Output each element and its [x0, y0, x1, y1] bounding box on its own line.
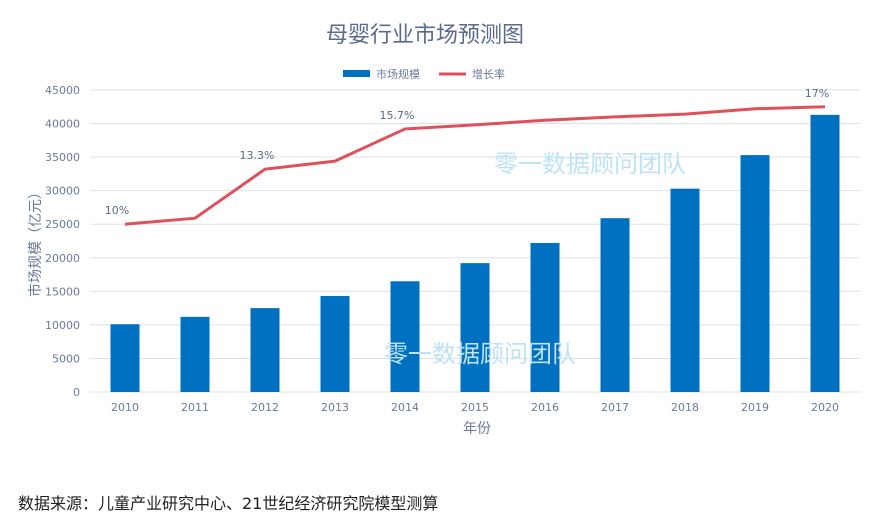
bar-2016: [530, 243, 560, 392]
x-tick-label: 2017: [601, 401, 629, 414]
x-tick-label: 2020: [811, 401, 839, 414]
chart: 母婴行业市场预测图 市场规模 增长率 0 5000 10000 15000 20000 2…: [27, 23, 860, 437]
x-tick-label: 2012: [251, 401, 279, 414]
y-tick-label: 10000: [45, 319, 80, 332]
bar-2010: [110, 324, 140, 392]
y-tick-label: 40000: [45, 118, 80, 131]
x-tick-label: 2016: [531, 401, 559, 414]
bar-2019: [740, 155, 770, 392]
bar-2018: [670, 188, 700, 392]
chart-title: 母婴行业市场预测图: [326, 23, 524, 48]
line-data-label: 10%: [105, 204, 129, 217]
y-tick-label: 15000: [45, 285, 80, 298]
legend: 市场规模 增长率: [343, 67, 505, 81]
y-tick-label: 30000: [45, 185, 80, 198]
data-source-note: 数据来源：儿童产业研究中心、21世纪经济研究院模型测算: [18, 494, 439, 513]
bar-2017: [600, 218, 630, 392]
x-tick-label: 2013: [321, 401, 349, 414]
bar-2013: [320, 296, 350, 392]
line-data-label: 15.7%: [380, 109, 415, 122]
bar-2015: [460, 263, 490, 392]
bar-2012: [250, 308, 280, 392]
x-axis-label: 年份: [463, 421, 491, 437]
x-tick-label: 2015: [461, 401, 489, 414]
y-tick-label: 45000: [45, 84, 80, 97]
x-tick-label: 2011: [181, 401, 209, 414]
y-tick-label: 25000: [45, 218, 80, 231]
x-tick-label: 2018: [671, 401, 699, 414]
legend-line-label: 增长率: [472, 67, 505, 81]
legend-bar-swatch: [343, 70, 370, 77]
line-data-label: 13.3%: [240, 149, 275, 162]
legend-bar-label: 市场规模: [376, 67, 420, 81]
growth-rate-line: [124, 105, 826, 226]
y-tick-label: 0: [73, 386, 80, 399]
y-tick-label: 20000: [45, 252, 80, 265]
x-tick-label: 2014: [391, 401, 419, 414]
watermark: 零一数据顾问团队: [384, 340, 576, 368]
x-tick-label: 2010: [111, 401, 139, 414]
watermark: 零一数据顾问团队: [494, 150, 686, 178]
line-data-label: 17%: [805, 87, 829, 100]
bar-2020: [810, 114, 840, 392]
y-axis-label: 市场规模（亿元）: [27, 185, 44, 297]
bar-2011: [180, 316, 210, 392]
x-tick-label: 2019: [741, 401, 769, 414]
y-tick-label: 35000: [45, 151, 80, 164]
bar-2014: [390, 281, 420, 392]
y-tick-label: 5000: [52, 352, 80, 365]
